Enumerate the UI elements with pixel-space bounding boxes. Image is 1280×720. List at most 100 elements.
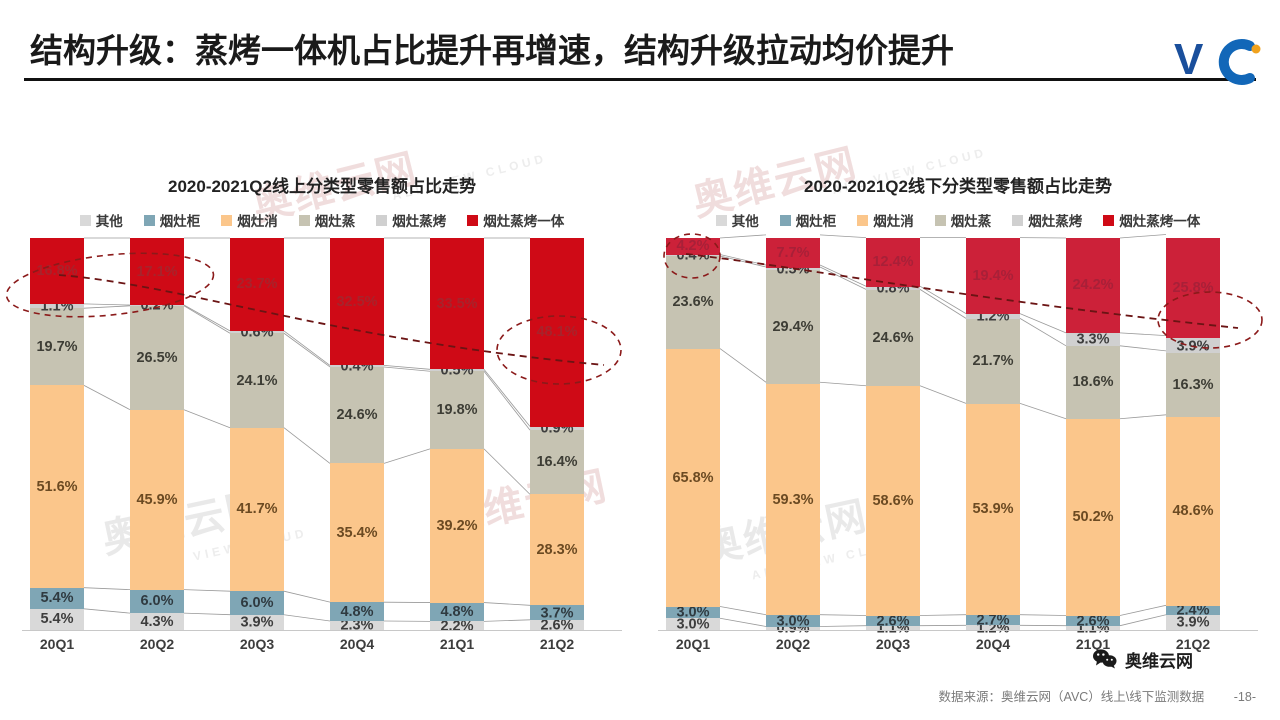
legend-item-5[interactable]: 烟灶蒸烤一体: [467, 210, 564, 230]
bar-segment[interactable]: 2.6%: [530, 618, 584, 634]
x-axis-label: 20Q4: [975, 636, 1011, 652]
bar-segment[interactable]: 3.0%: [766, 613, 820, 629]
bar-segment[interactable]: 2.3%: [330, 618, 384, 634]
bar-segment[interactable]: 2.6%: [1066, 613, 1120, 629]
bar-segment[interactable]: 3.0%: [666, 617, 720, 633]
legend-item-3[interactable]: 烟灶蒸: [298, 210, 355, 230]
bar-segment[interactable]: 2.7%: [966, 613, 1020, 629]
stacked-bar[interactable]: 2.3% 4.8% 35.4% 24.6% 0.4% 32.5%: [330, 238, 384, 634]
bar-segment[interactable]: 7.7%: [766, 238, 820, 268]
stacked-bar[interactable]: 1.2% 2.7% 53.9% 21.7% 1.2% 19.4%: [966, 238, 1020, 636]
bar-segment[interactable]: 16.8%: [30, 238, 84, 304]
bar-segment[interactable]: 45.9%: [130, 409, 184, 590]
bar-segment[interactable]: 19.4%: [966, 238, 1020, 314]
bar-segment[interactable]: 58.6%: [866, 386, 920, 616]
bar-segment[interactable]: 3.9%: [1166, 338, 1220, 354]
legend-item-1[interactable]: 烟灶柜: [779, 210, 836, 230]
bar-segment[interactable]: 50.2%: [1066, 418, 1120, 616]
stacked-bar[interactable]: 3.9% 2.4% 48.6% 16.3% 3.9% 25.8%: [1166, 238, 1220, 631]
stacked-bar[interactable]: 1.1% 2.6% 50.2% 18.6% 3.3% 24.2%: [1066, 238, 1120, 636]
stacked-bar[interactable]: 1.1% 2.6% 58.6% 24.6% 0.8% 12.4%: [866, 238, 920, 636]
bar-segment-label: 17.1%: [136, 263, 178, 280]
bar-segment[interactable]: 2.6%: [866, 613, 920, 629]
bar-segment[interactable]: 3.9%: [1166, 614, 1220, 631]
bar-segment[interactable]: 18.6%: [1066, 345, 1120, 419]
bar-segment[interactable]: 16.3%: [1166, 353, 1220, 417]
bar-segment[interactable]: 19.8%: [430, 371, 484, 449]
legend-item-2[interactable]: 烟灶消: [221, 210, 278, 230]
bar-segment[interactable]: 5.4%: [30, 608, 84, 630]
wechat-label: 奥维云网: [1125, 651, 1193, 671]
legend-item-0[interactable]: 其他: [79, 210, 123, 230]
bar-segment[interactable]: 6.0%: [130, 589, 184, 614]
bar-segment[interactable]: 51.6%: [30, 385, 84, 588]
stacked-bar[interactable]: 2.6% 3.7% 28.3% 16.4% 0.9% 48.1%: [530, 238, 584, 634]
bar-segment[interactable]: 24.6%: [330, 366, 384, 464]
bar-segment[interactable]: 48.6%: [1166, 416, 1220, 606]
stacked-bar[interactable]: 3.9% 6.0% 41.7% 24.1% 0.6% 23.7%: [230, 238, 284, 631]
legend-item-4[interactable]: 烟灶蒸烤: [376, 210, 446, 230]
bar-segment[interactable]: 6.0%: [230, 591, 284, 615]
bar-segment-label: 2.4%: [1176, 602, 1210, 619]
bar-segment[interactable]: 19.7%: [30, 308, 84, 386]
bar-segment[interactable]: 53.9%: [966, 403, 1020, 615]
bar-segment[interactable]: 0.9%: [530, 421, 584, 437]
bar-segment[interactable]: 26.5%: [130, 305, 184, 410]
bar-segment[interactable]: 0.2%: [130, 298, 184, 314]
legend-label: 烟灶蒸烤: [392, 214, 447, 229]
legend-item-2[interactable]: 烟灶消: [857, 210, 914, 230]
legend-item-3[interactable]: 烟灶蒸: [934, 210, 991, 230]
bar-segment[interactable]: 48.1%: [530, 238, 584, 427]
stacked-bar[interactable]: 3.0% 3.0% 65.8% 23.6% 0.4% 4.2%: [666, 238, 720, 633]
bar-segment[interactable]: 24.1%: [230, 333, 284, 428]
bar-segment[interactable]: 17.1%: [130, 238, 184, 306]
bar-segment[interactable]: 4.8%: [330, 602, 384, 621]
legend-item-0[interactable]: 其他: [715, 210, 759, 230]
bar-segment[interactable]: 0.4%: [666, 248, 720, 264]
stacked-bar[interactable]: 2.2% 4.8% 39.2% 19.8% 0.5% 33.5%: [430, 238, 484, 634]
bar-segment-label: 2.6%: [540, 617, 574, 634]
bar-segment[interactable]: 24.2%: [1066, 238, 1120, 333]
bar-segment[interactable]: 3.3%: [1066, 332, 1120, 348]
bar-segment[interactable]: 41.7%: [230, 427, 284, 592]
bar-segment[interactable]: 3.0%: [666, 605, 720, 621]
bar-segment[interactable]: 21.7%: [966, 318, 1020, 404]
bar-segment[interactable]: 12.4%: [866, 238, 920, 287]
bar-segment[interactable]: 4.3%: [130, 613, 184, 630]
stacked-bar[interactable]: 4.3% 6.0% 45.9% 26.5% 0.2% 17.1%: [130, 238, 184, 630]
bar-segment[interactable]: 2.2%: [430, 618, 484, 634]
bar-segment[interactable]: 24.6%: [866, 289, 920, 387]
bar-segment[interactable]: 28.3%: [530, 494, 584, 606]
bar-segment[interactable]: 25.8%: [1166, 238, 1220, 339]
bar-segment[interactable]: 0.8%: [866, 281, 920, 297]
bar-segment[interactable]: 4.8%: [430, 602, 484, 622]
bar-segment[interactable]: 23.6%: [666, 256, 720, 349]
bar-segment[interactable]: 0.4%: [330, 359, 384, 375]
x-axis-label: 20Q2: [775, 636, 811, 652]
legend-item-4[interactable]: 烟灶蒸烤: [1012, 210, 1082, 230]
bar-segment[interactable]: 59.3%: [766, 384, 820, 615]
bar-segment[interactable]: 35.4%: [330, 463, 384, 603]
bar-segment[interactable]: 5.4%: [30, 587, 84, 609]
stacked-bar[interactable]: 0.9% 3.0% 59.3% 29.4% 0.5% 7.7%: [766, 238, 820, 637]
bar-segment[interactable]: 0.6%: [230, 325, 284, 341]
legend-swatch-icon: [857, 214, 869, 226]
bar-segment[interactable]: 32.5%: [330, 238, 384, 366]
bar-segment[interactable]: 29.4%: [766, 269, 820, 385]
legend-item-1[interactable]: 烟灶柜: [143, 210, 200, 230]
bar-segment[interactable]: 3.9%: [230, 614, 284, 631]
bar-segment[interactable]: 16.4%: [530, 430, 584, 495]
bar-segment[interactable]: 39.2%: [430, 448, 484, 603]
bar-segment[interactable]: 0.5%: [430, 363, 484, 379]
stacked-bar[interactable]: 5.4% 5.4% 51.6% 19.7% 1.1% 16.8%: [30, 238, 84, 630]
bar-segment[interactable]: 2.4%: [1166, 603, 1220, 619]
bar-segment[interactable]: 1.2%: [966, 309, 1020, 325]
bar-segment[interactable]: 23.7%: [230, 238, 284, 331]
bar-segment[interactable]: 65.8%: [666, 348, 720, 607]
bar-segment[interactable]: 1.1%: [30, 299, 84, 315]
bar-segment[interactable]: 4.2%: [666, 238, 720, 255]
bar-segment[interactable]: 3.7%: [530, 605, 584, 621]
legend-item-5[interactable]: 烟灶蒸烤一体: [1103, 210, 1200, 230]
bar-segment[interactable]: 33.5%: [430, 238, 484, 370]
bar-segment[interactable]: 0.5%: [766, 262, 820, 278]
